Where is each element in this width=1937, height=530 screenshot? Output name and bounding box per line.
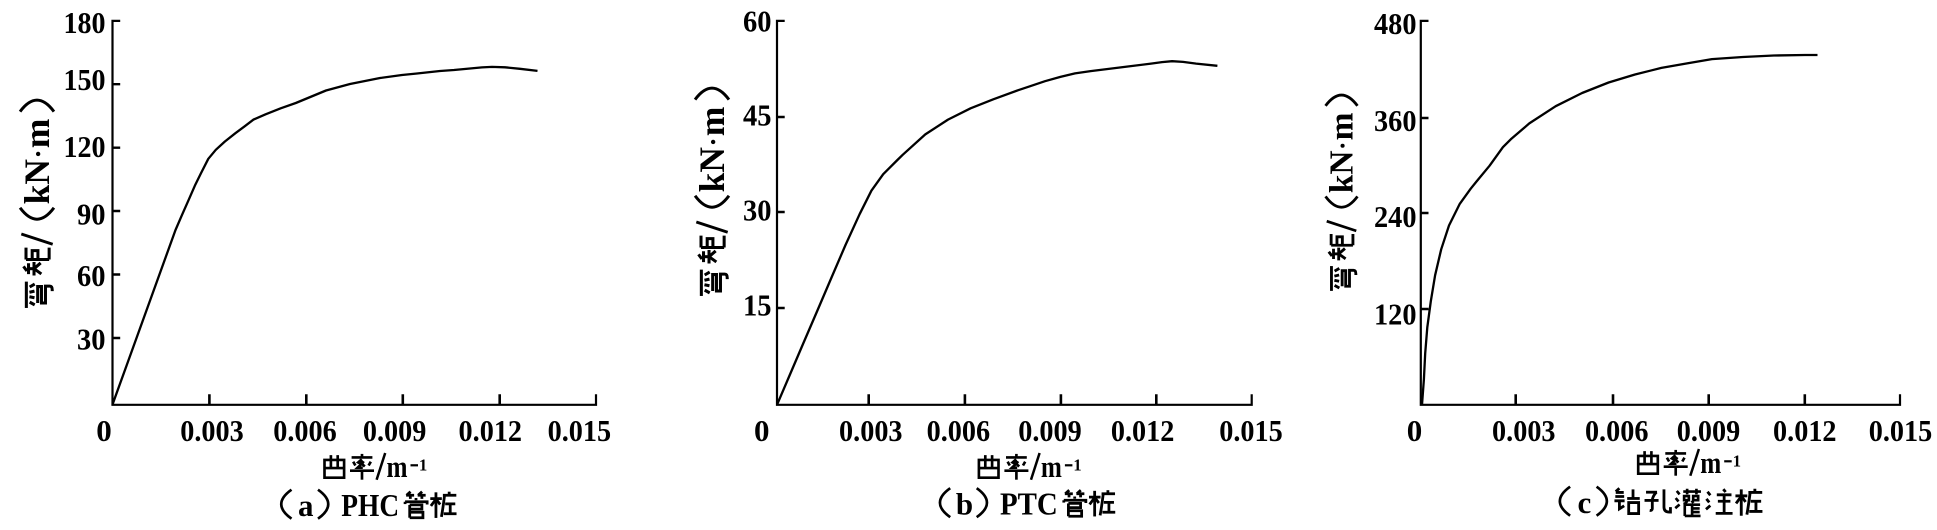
svg-text:PTC: PTC <box>1000 486 1058 522</box>
svg-text:90: 90 <box>77 197 106 232</box>
svg-text:0.003: 0.003 <box>1492 413 1556 448</box>
svg-text:kN: kN <box>1324 150 1361 193</box>
svg-text:0.015: 0.015 <box>1869 413 1933 448</box>
svg-text:m: m <box>1041 449 1062 484</box>
svg-text:180: 180 <box>64 5 106 40</box>
svg-text:0.003: 0.003 <box>839 413 903 448</box>
svg-text:m: m <box>387 449 408 484</box>
svg-text:60: 60 <box>77 258 106 293</box>
svg-text:0.006: 0.006 <box>1585 413 1649 448</box>
svg-text:0.003: 0.003 <box>180 413 244 448</box>
svg-text:360: 360 <box>1374 103 1417 138</box>
svg-text:m: m <box>692 107 732 137</box>
svg-text:a: a <box>298 488 314 523</box>
svg-text:0.009: 0.009 <box>1018 413 1082 448</box>
svg-text:0.015: 0.015 <box>1219 413 1283 448</box>
svg-text:0.009: 0.009 <box>1677 413 1741 448</box>
svg-text:kN: kN <box>692 147 732 193</box>
svg-text:0.009: 0.009 <box>363 413 427 448</box>
svg-text:0: 0 <box>96 413 112 448</box>
svg-text:15: 15 <box>743 287 772 322</box>
svg-text:0: 0 <box>1407 413 1423 448</box>
svg-text:480: 480 <box>1374 6 1417 41</box>
svg-text:m: m <box>17 119 57 149</box>
svg-text:kN: kN <box>17 159 57 205</box>
svg-text:150: 150 <box>64 62 106 97</box>
svg-text:30: 30 <box>77 322 106 357</box>
svg-text:0.006: 0.006 <box>927 413 991 448</box>
svg-text:0: 0 <box>754 413 770 448</box>
svg-text:c: c <box>1578 485 1592 520</box>
svg-text:1: 1 <box>1073 455 1081 474</box>
svg-text:m: m <box>1324 112 1361 140</box>
svg-text:0.012: 0.012 <box>1773 413 1837 448</box>
svg-text:45: 45 <box>743 97 772 132</box>
svg-text:0.006: 0.006 <box>273 413 337 448</box>
svg-text:1: 1 <box>1733 451 1741 470</box>
svg-text:120: 120 <box>64 129 106 164</box>
svg-text:0.015: 0.015 <box>548 413 612 448</box>
svg-text:60: 60 <box>743 4 772 39</box>
svg-text:0.012: 0.012 <box>459 413 523 448</box>
svg-text:m: m <box>1700 445 1721 480</box>
svg-text:b: b <box>956 487 973 522</box>
svg-text:240: 240 <box>1374 199 1417 234</box>
svg-text:1: 1 <box>419 455 427 474</box>
svg-text:30: 30 <box>743 192 772 227</box>
svg-text:PHC: PHC <box>341 487 399 523</box>
svg-text:120: 120 <box>1374 297 1417 332</box>
svg-text:0.012: 0.012 <box>1111 413 1175 448</box>
